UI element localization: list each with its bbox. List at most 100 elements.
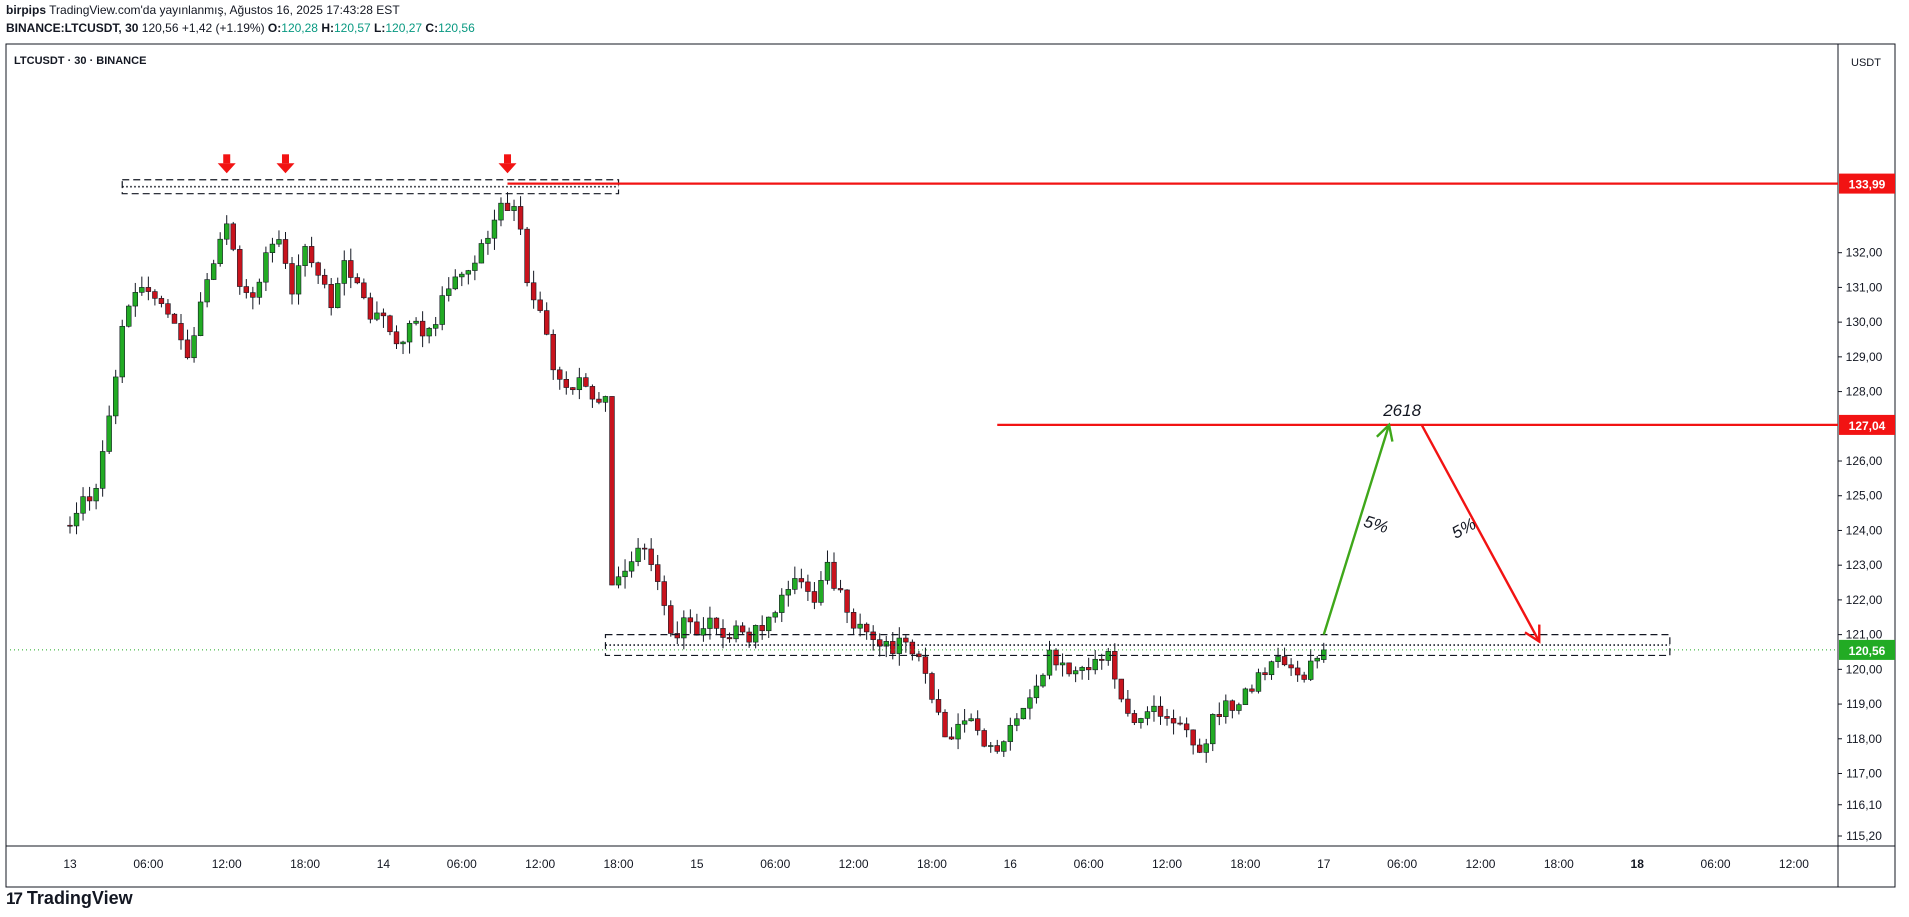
- price-tick-label: 131,00: [1846, 280, 1883, 294]
- candle-body: [720, 628, 726, 638]
- candle-body: [73, 512, 80, 527]
- candle-body: [302, 246, 308, 266]
- candle-body: [485, 237, 491, 244]
- candle-body: [256, 281, 263, 298]
- candle-body: [1229, 700, 1236, 711]
- candle-body: [119, 325, 125, 378]
- candle-body: [106, 415, 112, 452]
- candle-body: [948, 736, 955, 740]
- candle-body: [308, 246, 315, 264]
- candle-body: [426, 327, 432, 337]
- time-tick-label: 12:00: [525, 857, 555, 871]
- candle-body: [269, 243, 276, 253]
- price-labels: 133,99 127,04 120,56: [1839, 173, 1895, 660]
- candle-body: [707, 617, 713, 629]
- candle-body: [1321, 649, 1327, 660]
- candle-body: [766, 616, 772, 632]
- candle-body: [67, 524, 73, 527]
- candle-body: [557, 369, 563, 380]
- candle-body: [86, 496, 93, 502]
- candle-body: [550, 334, 556, 371]
- candle-body: [622, 570, 628, 578]
- candle-body: [628, 561, 635, 572]
- time-tick-label: 06:00: [1387, 857, 1417, 871]
- close-value: 120,56: [438, 21, 475, 35]
- price-tick-label: 116,10: [1846, 798, 1882, 812]
- candle-body: [491, 219, 498, 239]
- sell-marker-arrow-icon: [498, 163, 517, 174]
- time-tick-label: 15: [690, 857, 704, 871]
- candle-body: [204, 279, 210, 303]
- candle-body: [413, 320, 419, 324]
- candle-body: [615, 576, 622, 586]
- candle-body: [400, 341, 406, 345]
- candle-body: [250, 292, 256, 298]
- price-tick-label: 132,00: [1846, 246, 1883, 260]
- tradingview-logo[interactable]: 17 TradingView: [6, 888, 133, 909]
- candle-body: [1314, 657, 1320, 662]
- time-tick-label: 18: [1631, 857, 1645, 871]
- price-tick-label: 120,00: [1846, 662, 1883, 676]
- candle-body: [994, 745, 1000, 752]
- candle-body: [1268, 661, 1275, 676]
- candle-body: [165, 303, 171, 315]
- candle-body: [1125, 698, 1131, 714]
- candle-body: [935, 699, 942, 713]
- candle-body: [785, 589, 792, 596]
- candle-body: [942, 711, 948, 738]
- time-tick-label: 12:00: [1465, 857, 1495, 871]
- price-tick-label: 122,00: [1846, 593, 1883, 607]
- candle-body: [80, 496, 86, 514]
- pane-title: LTCUSDT · 30 · BINANCE: [14, 55, 146, 67]
- price-tick-label: 126,00: [1846, 454, 1883, 468]
- candle-body: [276, 239, 282, 245]
- price-tick-label: 124,00: [1846, 523, 1883, 537]
- time-axis[interactable]: 13 06:00 12:00 18:00 14 06:00 12:00 18:00 15 06:0…: [63, 857, 1809, 871]
- candle-body: [524, 228, 530, 284]
- price-level-tag-label: 120,56: [1849, 644, 1886, 658]
- candle-body: [517, 206, 524, 230]
- candle-body: [1020, 707, 1027, 720]
- candle-body: [1027, 697, 1033, 709]
- candle-body: [863, 623, 870, 633]
- candle-body: [210, 263, 217, 280]
- candle-body: [974, 718, 981, 731]
- time-tick-label: 16: [1004, 857, 1018, 871]
- candle-body: [1131, 713, 1138, 723]
- candle-body: [289, 263, 295, 295]
- candle-body: [641, 547, 648, 550]
- price-tick-label: 119,00: [1846, 697, 1882, 711]
- candle-body: [99, 451, 106, 489]
- candles-series: [67, 192, 1327, 763]
- price-tick-label: 123,00: [1846, 558, 1883, 572]
- candle-body: [563, 379, 569, 388]
- candle-body: [452, 276, 458, 290]
- candle-body: [583, 377, 589, 387]
- tradingview-logo-icon: 17: [6, 889, 23, 908]
- candle-body: [1223, 700, 1229, 717]
- candle-body: [152, 291, 158, 299]
- high-value: 120,57: [333, 21, 371, 35]
- price-change: +1,42 (+1.19%): [181, 21, 265, 35]
- open-label: O:: [267, 21, 282, 35]
- candle-body: [1144, 711, 1151, 719]
- price-axis[interactable]: 115,20 116,10 117,00 118,00 119,00 120,00 121,…: [1838, 246, 1883, 843]
- time-tick-label: 12:00: [1152, 857, 1182, 871]
- candle-body: [295, 265, 302, 295]
- candle-body: [1112, 651, 1118, 680]
- candle-body: [126, 305, 132, 327]
- candle-body: [681, 617, 687, 639]
- down-projection-arrow-label: 5%: [1449, 514, 1480, 542]
- time-tick-label: 18:00: [290, 857, 320, 871]
- time-tick-label: 12:00: [212, 857, 242, 871]
- candle-body: [1262, 672, 1268, 676]
- candle-body: [850, 612, 857, 629]
- candle-body: [1170, 718, 1177, 724]
- candle-body: [465, 270, 472, 275]
- candle-body: [321, 274, 328, 285]
- price-tick-label: 121,00: [1846, 628, 1883, 642]
- candle-body: [361, 282, 367, 299]
- candle-body: [139, 287, 145, 293]
- candle-body: [1138, 718, 1144, 723]
